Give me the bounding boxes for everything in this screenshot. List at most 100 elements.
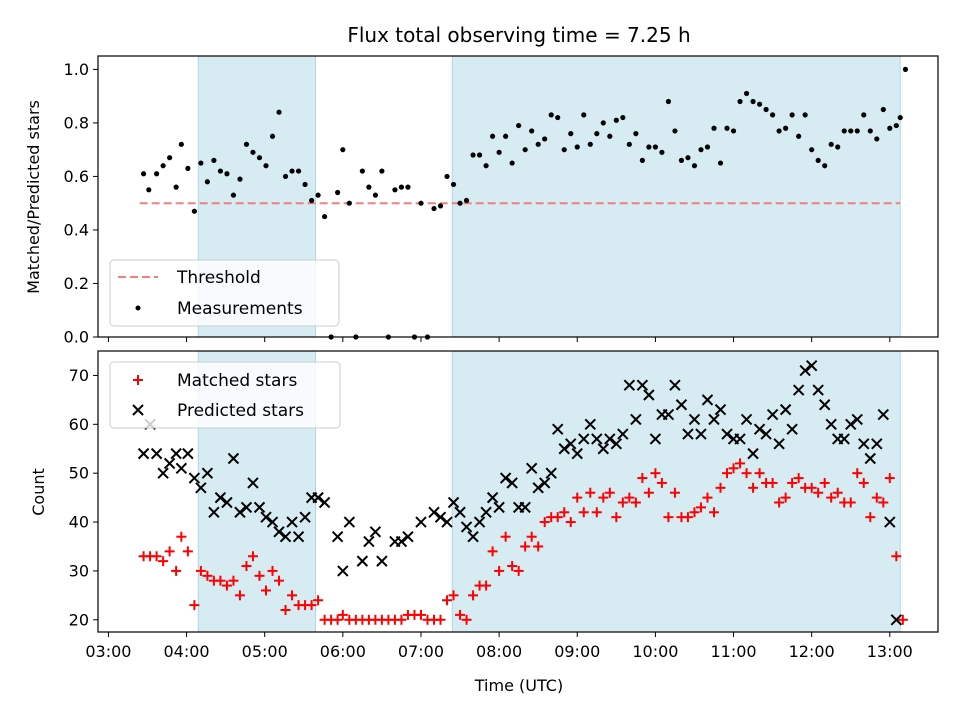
marker-stroke [786,423,798,435]
marker-stroke [538,477,551,489]
predicted-star-point [292,530,305,543]
measurement-point [678,157,685,163]
matched-star-point [337,609,348,620]
measurement-point [269,133,276,139]
x-tick-label: 04:00 [164,642,210,661]
measurement-point [476,152,483,158]
measurement-point [198,160,204,166]
predicted-star-point [838,433,850,445]
predicted-star-point [467,530,479,543]
predicted-star-point [675,399,688,411]
matched-star-point [520,541,531,552]
marker-stroke [792,384,805,396]
marker-stroke [208,506,220,518]
matched-star-point [415,609,426,620]
measurement-point [763,106,769,113]
predicted-star-point [792,384,805,396]
predicted-star-point [150,447,163,460]
matched-star-point [695,502,706,513]
measurement-point [160,163,166,169]
predicted-star-point [266,516,279,528]
predicted-star-point [571,447,583,460]
measurement-point [561,147,567,153]
marker-stroke [753,423,766,435]
predicted-star-point [877,408,890,421]
predicted-star-point [538,477,551,489]
measurement-point [600,120,606,126]
matched-star-point [552,512,563,523]
predicted-star-point [682,428,694,440]
marker-stroke [240,501,253,514]
matched-star-point [722,468,733,479]
legend-measurement-label: Measurements [177,299,303,319]
matched-star-point [624,492,635,503]
matched-star-point [176,531,187,542]
measurement-point [750,98,756,105]
predicted-star-point [195,482,207,494]
matched-star-point [254,570,265,581]
marker-stroke [434,511,447,523]
matched-star-point [878,497,889,508]
marker-stroke [552,423,564,435]
marker-stroke [675,399,688,411]
marker-stroke [597,443,610,455]
measurement-point [230,192,237,198]
matched-star-point [780,492,791,503]
measurement-point [483,163,489,169]
measurement-point [243,141,250,147]
measurement-point [366,184,372,190]
predicted-star-point [858,438,870,450]
marker-stroke [643,389,655,401]
marker-stroke [170,447,182,460]
matched-star-point [241,561,252,572]
matched-star-point [500,531,511,542]
marker-stroke [331,530,344,543]
measurement-point [444,173,450,180]
marker-stroke [636,379,649,391]
x-tick-label: 11:00 [710,642,756,661]
measurement-point [282,173,289,180]
legend-predicted-swatch [132,404,144,416]
predicted-star-point [434,511,447,523]
predicted-star-point [695,428,707,440]
predicted-star-point [545,467,557,479]
measurement-point [237,176,243,182]
marker-stroke [318,496,331,509]
matched-star-point [650,468,661,479]
measurement-point [711,125,717,131]
marker-stroke [864,452,876,465]
predicted-star-point [402,530,414,543]
marker-stroke [525,462,538,474]
predicted-star-point [240,501,253,514]
matched-star-point [572,492,583,503]
predicted-star-point [201,467,214,479]
predicted-star-point [286,516,298,528]
predicted-star-point [318,496,331,509]
matched-star-point [189,600,200,611]
marker-stroke [519,501,531,514]
matched-star-point [735,458,746,469]
predicted-star-point [773,438,785,450]
predicted-star-point [428,506,440,518]
predicted-star-point [845,418,857,431]
figure-title: Flux total observing time = 7.25 h [347,23,690,47]
marker-stroke [812,384,824,396]
matched-star-point [585,487,596,498]
predicted-star-point [253,501,266,514]
marker-stroke [175,462,188,474]
measurement-point [902,66,909,72]
matched-star-point [442,595,453,606]
measurement-point [581,112,587,118]
measurement-point [450,181,457,188]
measurement-point [431,205,437,212]
measurement-point [250,149,256,155]
predicted-star-point [137,447,150,460]
marker-stroke [253,501,266,514]
predicted-star-point [604,433,616,445]
measurement-point [263,163,269,169]
matched-star-point [151,551,162,562]
measurement-point [665,98,672,105]
plot-area [139,66,909,340]
measurement-point [874,136,880,142]
marker-stroke [565,438,577,450]
